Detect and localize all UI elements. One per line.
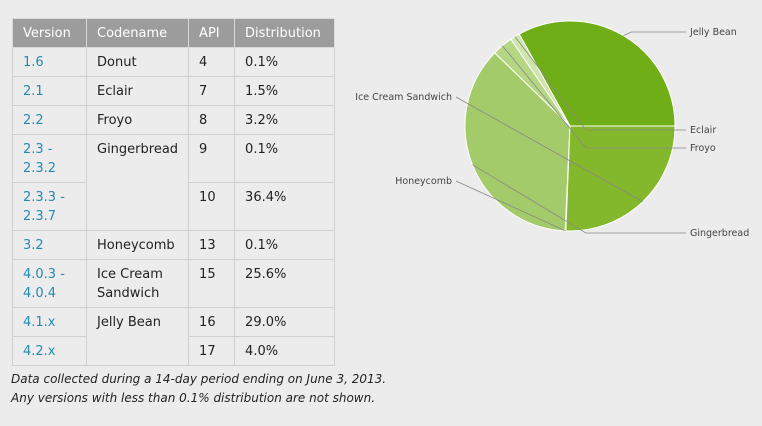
header-distribution: Distribution	[234, 18, 336, 48]
table-header-row: Version Codename API Distribution	[12, 18, 336, 48]
pie-label-eclair: Eclair	[690, 125, 716, 136]
data-footnote: Data collected during a 14-day period en…	[11, 370, 386, 408]
distribution-cell: 29.0%	[234, 307, 336, 337]
footnote-line-1: Data collected during a 14-day period en…	[11, 372, 387, 386]
pie-label-honeycomb: Honeycomb	[395, 176, 452, 187]
api-cell: 17	[188, 336, 236, 366]
pie-leader-gingerbread	[472, 164, 686, 234]
pie-leader-ice-cream-sandwich	[455, 96, 643, 203]
api-cell: 13	[188, 230, 236, 260]
version-link[interactable]: 3.2	[12, 230, 87, 260]
version-link[interactable]: 1.6	[12, 47, 87, 77]
pie-leader-froyo	[502, 45, 686, 149]
version-link[interactable]: 2.1	[12, 76, 87, 106]
distribution-cell: 4.0%	[234, 336, 336, 366]
table-row: 4.1.x Jelly Bean 16 29.0%	[12, 307, 336, 366]
distribution-cell: 0.1%	[234, 47, 336, 77]
pie-leader-eclair	[514, 36, 686, 131]
pie-label-gingerbread: Gingerbread	[690, 228, 749, 239]
distribution-cell: 1.5%	[234, 76, 336, 106]
api-cell: 8	[188, 105, 236, 135]
codename-cell: Jelly Bean	[85, 307, 190, 366]
table-row: 3.2 Honeycomb 13 0.1%	[12, 230, 336, 260]
pie-leader-honeycomb	[455, 180, 566, 232]
table-row: 4.2.x 17 4.0%	[12, 336, 336, 366]
pie-label-jelly-bean: Jelly Bean	[689, 27, 737, 38]
pie-slice-ice-cream-sandwich	[565, 125, 676, 232]
table-row: 1.6 Donut 4 0.1%	[12, 47, 336, 77]
table-row: 4.0.3 - 4.0.4 Ice Cream Sandwich 15 25.6…	[12, 259, 336, 308]
codename-cell: Froyo	[85, 105, 190, 135]
table-row: 2.3.3 - 2.3.7 10 36.4%	[12, 182, 336, 231]
version-link[interactable]: 4.2.x	[12, 336, 87, 366]
version-link[interactable]: 2.3.3 - 2.3.7	[12, 182, 87, 231]
version-link[interactable]: 2.3 - 2.3.2	[12, 134, 87, 183]
header-version: Version	[12, 18, 87, 48]
distribution-cell: 0.1%	[234, 230, 336, 260]
api-cell: 4	[188, 47, 236, 77]
pie-label-ice-cream-sandwich: Ice Cream Sandwich	[355, 92, 452, 103]
distribution-cell: 0.1%	[234, 134, 336, 183]
codename-cell: Ice Cream Sandwich	[85, 259, 190, 308]
footnote-line-2: Any versions with less than 0.1% distrib…	[11, 391, 376, 405]
pie-label-froyo: Froyo	[690, 143, 716, 154]
table-row: 2.2 Froyo 8 3.2%	[12, 105, 336, 135]
pie-slice-jelly-bean	[518, 20, 676, 127]
header-codename: Codename	[85, 18, 190, 48]
api-cell: 10	[188, 182, 236, 231]
pie-leader-jelly-bean	[623, 31, 686, 36]
codename-cell: Honeycomb	[85, 230, 190, 260]
distribution-cell: 3.2%	[234, 105, 336, 135]
table-row: 2.3 - 2.3.2 Gingerbread 9 0.1%	[12, 134, 336, 231]
codename-cell: Gingerbread	[85, 134, 190, 231]
distribution-table: Version Codename API Distribution 1.6 Do…	[12, 18, 336, 366]
version-link[interactable]: 4.1.x	[12, 307, 87, 337]
version-link[interactable]: 2.2	[12, 105, 87, 135]
codename-cell: Eclair	[85, 76, 190, 106]
